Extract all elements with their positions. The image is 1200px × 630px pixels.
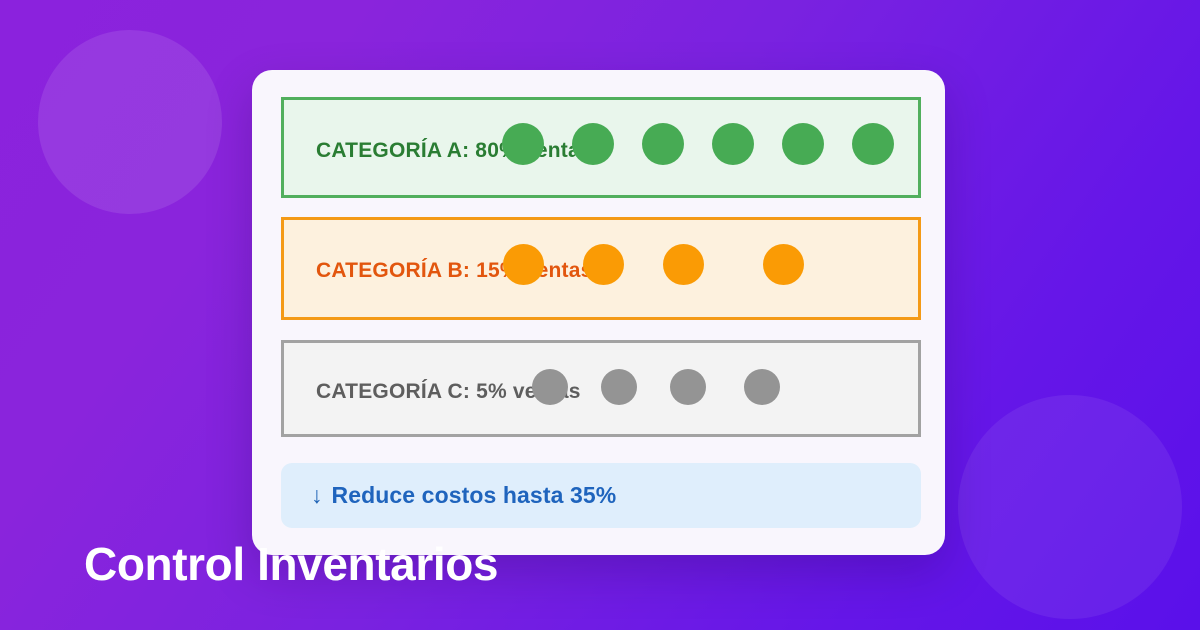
category-c-dot (532, 369, 568, 405)
category-c-dot (670, 369, 706, 405)
cost-reduction-callout[interactable]: ↓ Reduce costos hasta 35% (281, 463, 921, 528)
down-arrow-icon: ↓ (311, 482, 323, 508)
cost-reduction-text: Reduce costos hasta 35% (331, 482, 617, 508)
category-a-dot (852, 123, 894, 165)
category-b-dot (763, 244, 804, 285)
category-b-dot (583, 244, 624, 285)
category-a-dot (642, 123, 684, 165)
category-b-dot (663, 244, 704, 285)
circle-top-left-decoration (38, 30, 222, 214)
category-a-dot (502, 123, 544, 165)
page-title: Control Inventarios (84, 538, 499, 590)
category-c-dot (744, 369, 780, 405)
category-a-dot (782, 123, 824, 165)
category-row-b[interactable]: CATEGORÍA B: 15% ventas (281, 217, 921, 320)
category-c-label: CATEGORÍA C: 5% ventas (316, 380, 581, 403)
circle-bottom-right-decoration (958, 395, 1182, 619)
category-a-dot (572, 123, 614, 165)
category-a-dot (712, 123, 754, 165)
category-c-dots (532, 369, 780, 405)
inventory-abc-card: CATEGORÍA A: 80% ventas CATEGORÍA B: 15%… (252, 70, 945, 555)
category-row-a[interactable]: CATEGORÍA A: 80% ventas (281, 97, 921, 198)
category-b-dots (503, 244, 804, 285)
category-a-dots (502, 123, 894, 165)
category-c-dot (601, 369, 637, 405)
category-row-c[interactable]: CATEGORÍA C: 5% ventas (281, 340, 921, 437)
category-b-dot (503, 244, 544, 285)
